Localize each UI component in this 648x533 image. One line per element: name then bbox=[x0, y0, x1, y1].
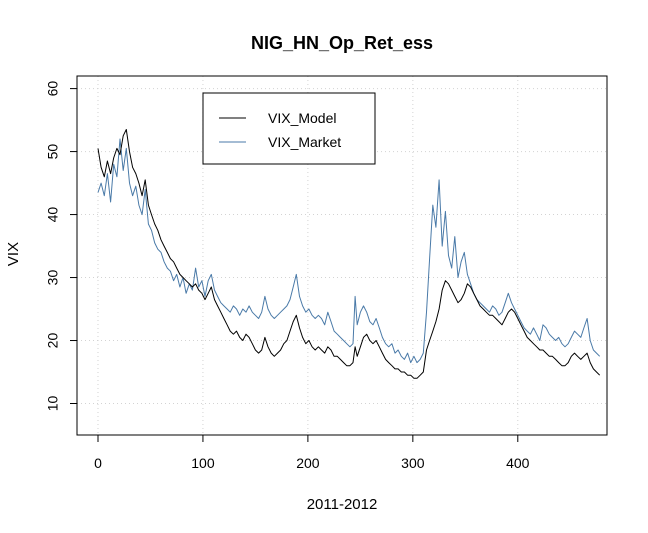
y-tick-label: 20 bbox=[45, 333, 61, 349]
x-axis-label: 2011-2012 bbox=[307, 496, 378, 513]
legend-label-vix-market: VIX_Market bbox=[268, 134, 341, 150]
legend-label-vix-model: VIX_Model bbox=[268, 110, 336, 126]
y-tick-label: 10 bbox=[45, 396, 61, 412]
y-tick-label: 40 bbox=[45, 207, 61, 223]
x-tick-label: 400 bbox=[506, 455, 530, 471]
series-layer bbox=[97, 129, 601, 379]
x-tick-label: 300 bbox=[401, 455, 425, 471]
y-axis-label: VIX bbox=[5, 242, 22, 266]
x-axis: 0 100 200 300 400 bbox=[94, 434, 530, 471]
x-tick-label: 200 bbox=[296, 455, 320, 471]
x-tick-label: 0 bbox=[94, 455, 102, 471]
legend-box bbox=[202, 92, 376, 165]
legend: VIX_Model VIX_Market bbox=[202, 92, 376, 165]
series-line-vix-model bbox=[97, 129, 601, 379]
y-tick-label: 60 bbox=[45, 81, 61, 97]
y-tick-label: 30 bbox=[45, 270, 61, 286]
chart-title: NIG_HN_Op_Ret_ess bbox=[251, 33, 433, 53]
y-tick-label: 50 bbox=[45, 144, 61, 160]
series-line-vix-market bbox=[97, 138, 601, 364]
x-tick-label: 100 bbox=[191, 455, 215, 471]
y-axis: 10 20 30 40 50 60 bbox=[45, 81, 78, 412]
